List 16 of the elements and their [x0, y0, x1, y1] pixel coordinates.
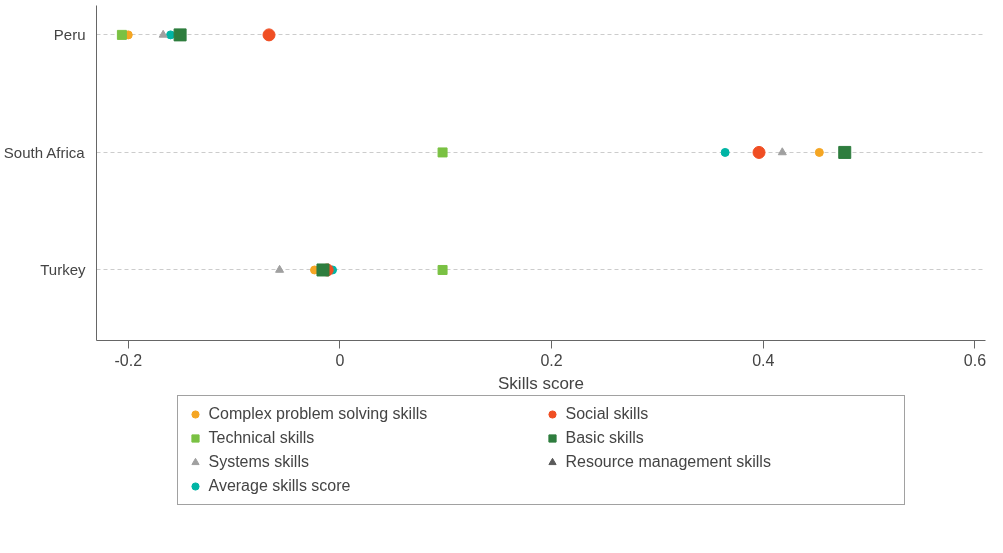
x-tick-label: -0.2: [114, 351, 143, 369]
x-tick-label: 0: [335, 351, 345, 369]
legend-label: Average skills score: [208, 477, 352, 495]
x-axis-title: Skills score: [498, 373, 584, 393]
y-tick-label: Turkey: [40, 261, 86, 279]
y-tick-label: South Africa: [3, 143, 86, 161]
y-tick-label: Peru: [53, 26, 86, 44]
legend-label: Technical skills: [208, 429, 316, 447]
legend-label: Resource management skills: [565, 453, 772, 471]
legend-label: Complex problem solving skills: [208, 405, 429, 423]
legend-label: Social skills: [565, 405, 650, 423]
x-tick-label: 0.4: [752, 351, 775, 369]
legend-label: Systems skills: [208, 453, 310, 471]
legend-label: Basic skills: [565, 429, 645, 447]
x-tick-label: 0.6: [963, 351, 987, 369]
x-tick-label: 0.2: [540, 351, 563, 369]
